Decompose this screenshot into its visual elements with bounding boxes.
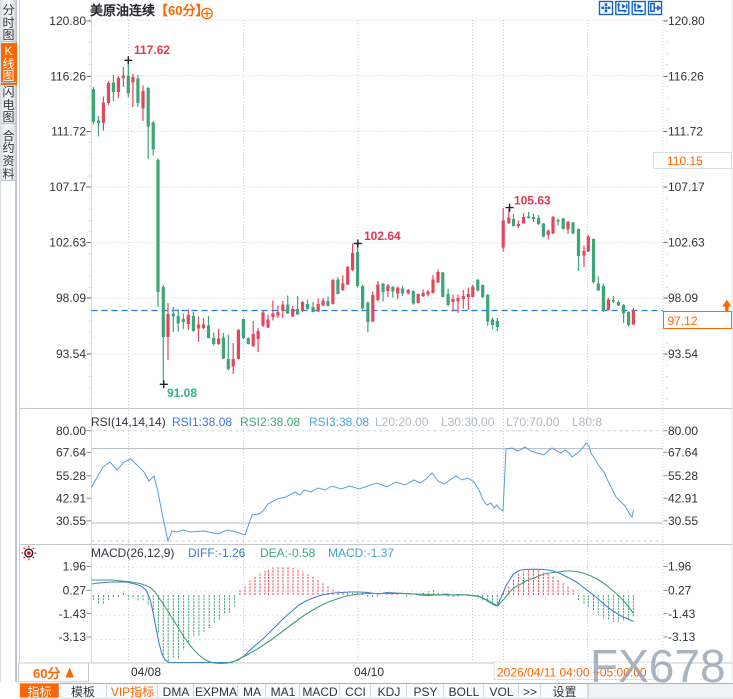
svg-text:MACD: MACD [302,685,338,699]
svg-text:CCI: CCI [345,685,366,699]
svg-text:102.63: 102.63 [49,236,86,250]
svg-text:L70:70.00: L70:70.00 [506,415,560,429]
svg-text:91.08: 91.08 [167,386,197,400]
svg-text:-1.43: -1.43 [668,607,696,621]
svg-text:107.17: 107.17 [49,180,86,194]
svg-text:116.26: 116.26 [50,70,86,84]
svg-text:-3.13: -3.13 [668,630,696,644]
svg-text:1.96: 1.96 [63,560,87,574]
svg-text:模板: 模板 [71,685,95,699]
svg-text:RSI1:38.08: RSI1:38.08 [172,415,232,429]
svg-text:80.00: 80.00 [56,424,86,438]
svg-text:设置: 设置 [552,685,576,699]
svg-text:42.91: 42.91 [56,491,86,505]
svg-text:2026/04/11 04:00 ~05:00:00: 2026/04/11 04:00 ~05:00:00 [497,666,647,680]
svg-text:指标: 指标 [27,684,51,699]
svg-text:116.26: 116.26 [668,70,704,84]
svg-text:30.55: 30.55 [56,514,86,528]
svg-text:105.63: 105.63 [514,194,551,208]
svg-text:111.72: 111.72 [668,125,703,139]
svg-text:VIP指标: VIP指标 [111,684,154,699]
svg-text:55.28: 55.28 [668,469,698,483]
svg-text:04/10: 04/10 [354,665,384,679]
svg-text:67.64: 67.64 [56,446,86,460]
svg-text:120.80: 120.80 [668,14,705,28]
svg-text:MA: MA [243,685,261,699]
svg-text:-3.13: -3.13 [59,630,87,644]
svg-text:MACD:-1.37: MACD:-1.37 [328,546,394,560]
svg-text:0.27: 0.27 [63,584,87,598]
svg-text:107.17: 107.17 [668,180,705,194]
svg-text:美原油连续: 美原油连续 [90,3,155,18]
svg-text:98.09: 98.09 [56,291,86,305]
svg-text:60分: 60分 [33,666,60,681]
svg-text:102.63: 102.63 [668,236,705,250]
svg-text:DMA: DMA [163,685,190,699]
svg-text:PSY: PSY [413,685,437,699]
svg-text:93.54: 93.54 [56,347,86,361]
svg-text:110.15: 110.15 [667,154,703,168]
svg-text:RSI3:38.08: RSI3:38.08 [309,415,369,429]
svg-text:93.54: 93.54 [668,347,698,361]
svg-text:L80:8: L80:8 [572,415,602,429]
svg-text:FX678: FX678 [590,640,726,692]
svg-text:97.12: 97.12 [668,314,698,328]
svg-text:DEA:-0.58: DEA:-0.58 [260,546,316,560]
svg-text:DIFF:-1.26: DIFF:-1.26 [188,546,246,560]
svg-text:0.27: 0.27 [668,584,692,598]
svg-text:1.96: 1.96 [668,560,692,574]
svg-text:04/08: 04/08 [131,665,161,679]
svg-text:120.80: 120.80 [49,14,86,28]
svg-text:30.55: 30.55 [668,514,698,528]
svg-text:EXPMA: EXPMA [195,685,237,699]
svg-text:117.62: 117.62 [134,43,170,57]
svg-text:BOLL: BOLL [449,685,480,699]
svg-text:80.00: 80.00 [668,424,698,438]
svg-text:KDJ: KDJ [378,685,401,699]
svg-text:MA1: MA1 [271,685,296,699]
svg-text:L20:20.00: L20:20.00 [375,415,429,429]
svg-text:42.91: 42.91 [668,491,698,505]
svg-text:102.64: 102.64 [364,229,401,243]
svg-text:-1.43: -1.43 [59,607,87,621]
svg-text:>>: >> [523,685,537,699]
svg-text:RSI(14,14,14): RSI(14,14,14) [91,415,166,429]
svg-text:55.28: 55.28 [56,469,86,483]
svg-text:【60分】: 【60分】 [155,3,208,18]
svg-text:98.09: 98.09 [668,291,698,305]
svg-text:111.72: 111.72 [51,125,86,139]
svg-text:MACD(26,12,9): MACD(26,12,9) [91,546,174,560]
svg-text:67.64: 67.64 [668,446,698,460]
svg-text:RSI2:38.08: RSI2:38.08 [240,415,300,429]
svg-text:L30:30.00: L30:30.00 [441,415,495,429]
svg-text:VOL: VOL [489,685,513,699]
